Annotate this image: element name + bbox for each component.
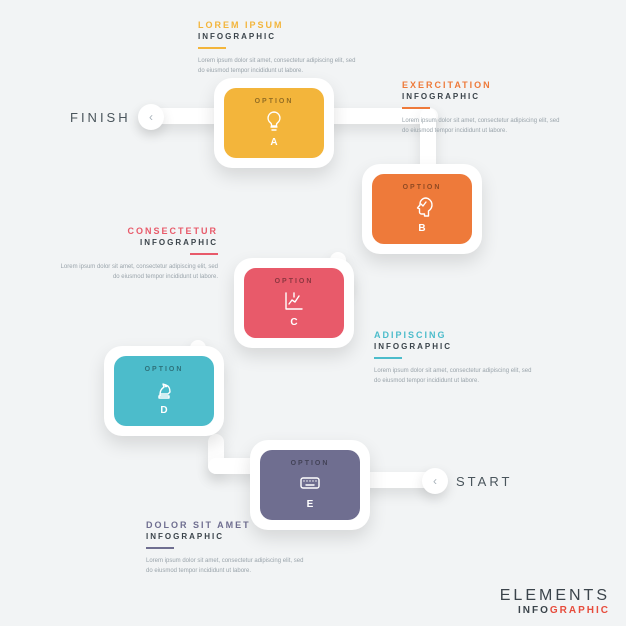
infographic-canvas: OPTION A OPTION B OPTION C OPTION D OPTI…: [0, 0, 626, 626]
chart-icon: [282, 289, 306, 313]
keyboard-icon: [298, 471, 322, 495]
callout-c3: CONSECTETUR INFOGRAPHIC Lorem ipsum dolo…: [58, 226, 218, 282]
callout-body: Lorem ipsum dolor sit amet, consectetur …: [146, 557, 306, 576]
option-pretitle: OPTION: [275, 278, 314, 285]
head-icon: [410, 195, 434, 219]
option-letter: E: [307, 499, 314, 510]
callout-body: Lorem ipsum dolor sit amet, consectetur …: [58, 263, 218, 282]
callout-subtitle: INFOGRAPHIC: [402, 92, 562, 101]
finish-label: FINISH: [70, 110, 131, 125]
callout-c4: ADIPISCING INFOGRAPHIC Lorem ipsum dolor…: [374, 330, 534, 386]
callout-c1: LOREM IPSUM INFOGRAPHIC Lorem ipsum dolo…: [198, 20, 358, 76]
bulb-icon: [262, 109, 286, 133]
callout-title: LOREM IPSUM: [198, 20, 358, 30]
footer-line2: INFOGRAPHIC: [500, 606, 610, 616]
option-card-e: OPTION E: [250, 440, 370, 530]
option-card-b: OPTION B: [362, 164, 482, 254]
footer-logo: ELEMENTS INFOGRAPHIC: [500, 588, 610, 616]
callout-subtitle: INFOGRAPHIC: [146, 532, 306, 541]
option-pretitle: OPTION: [145, 366, 184, 373]
option-card-c: OPTION C: [234, 258, 354, 348]
flow-arrow: ‹: [138, 104, 164, 130]
callout-rule: [198, 47, 226, 49]
option-letter: A: [270, 137, 277, 148]
option-card-a: OPTION A: [214, 78, 334, 168]
callout-rule: [146, 547, 174, 549]
callout-body: Lorem ipsum dolor sit amet, consectetur …: [198, 57, 358, 76]
footer-line1: ELEMENTS: [500, 588, 610, 604]
callout-body: Lorem ipsum dolor sit amet, consectetur …: [374, 367, 534, 386]
callout-body: Lorem ipsum dolor sit amet, consectetur …: [402, 117, 562, 136]
callout-rule: [190, 253, 218, 255]
option-pretitle: OPTION: [255, 98, 294, 105]
flow-arrow: ‹: [422, 468, 448, 494]
knight-icon: [152, 377, 176, 401]
start-label: START: [456, 474, 512, 489]
callout-title: ADIPISCING: [374, 330, 534, 340]
option-pretitle: OPTION: [403, 184, 442, 191]
callout-subtitle: INFOGRAPHIC: [198, 32, 358, 41]
callout-rule: [402, 107, 430, 109]
callout-c2: EXERCITATION INFOGRAPHIC Lorem ipsum dol…: [402, 80, 562, 136]
callout-subtitle: INFOGRAPHIC: [58, 238, 218, 247]
callout-rule: [374, 357, 402, 359]
callout-title: CONSECTETUR: [58, 226, 218, 236]
option-pretitle: OPTION: [291, 460, 330, 467]
callout-title: EXERCITATION: [402, 80, 562, 90]
option-letter: C: [290, 317, 297, 328]
option-letter: B: [418, 223, 425, 234]
option-card-d: OPTION D: [104, 346, 224, 436]
callout-subtitle: INFOGRAPHIC: [374, 342, 534, 351]
option-letter: D: [160, 405, 167, 416]
